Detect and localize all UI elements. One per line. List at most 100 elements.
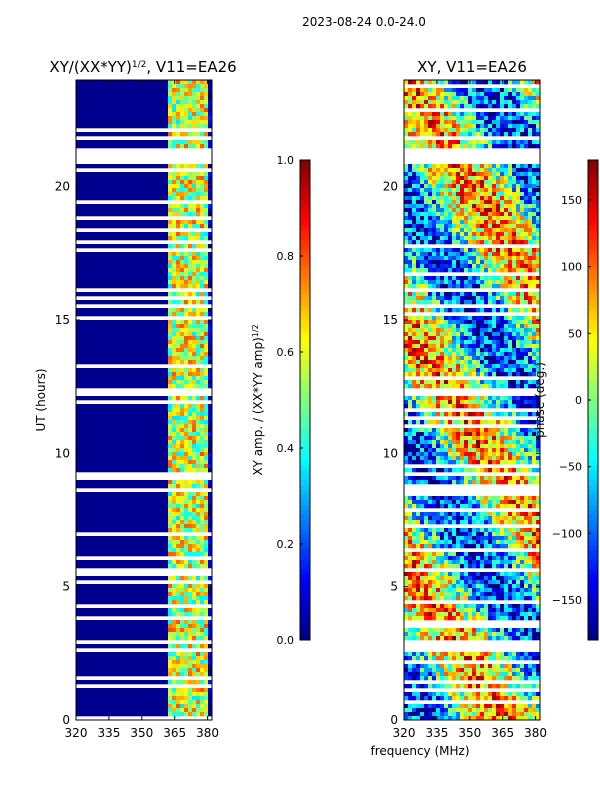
heatmap-cell (92, 536, 97, 541)
heatmap-cell (152, 324, 157, 329)
heatmap-cell (192, 380, 197, 385)
heatmap-cell (100, 284, 105, 289)
heatmap-cell (124, 412, 129, 417)
heatmap-cell (148, 592, 153, 597)
heatmap-cell (160, 672, 165, 677)
heatmap-cell (124, 696, 129, 701)
heatmap-cell (168, 424, 173, 429)
heatmap-cell (528, 80, 533, 85)
heatmap-cell (188, 448, 193, 453)
heatmap-cell (172, 356, 177, 361)
heatmap-cell (196, 188, 201, 193)
heatmap-cell (208, 220, 213, 225)
heatmap-cell (80, 492, 85, 497)
heatmap-cell (152, 252, 157, 257)
heatmap-cell (188, 92, 193, 97)
heatmap-cell (140, 320, 145, 325)
heatmap-cell (100, 112, 105, 117)
heatmap-cell (160, 544, 165, 549)
heatmap-cell (464, 144, 469, 149)
heatmap-cell (156, 208, 161, 213)
heatmap-cell (112, 360, 117, 365)
heatmap-cell (200, 88, 205, 93)
heatmap-cell (164, 184, 169, 189)
heatmap-cell (208, 340, 213, 345)
heatmap-cell (124, 244, 129, 249)
heatmap-cell (100, 592, 105, 597)
heatmap-cell (180, 104, 185, 109)
heatmap-cell (124, 268, 129, 273)
heatmap-cell (132, 224, 137, 229)
heatmap-cell (140, 252, 145, 257)
heatmap-cell (204, 284, 209, 289)
heatmap-cell (192, 172, 197, 177)
heatmap-cell (140, 512, 145, 517)
heatmap-cell (104, 452, 109, 457)
heatmap-cell (104, 352, 109, 357)
heatmap-cell (428, 92, 433, 97)
heatmap-cell (444, 176, 449, 181)
heatmap-cell (436, 88, 441, 93)
heatmap-cell (524, 96, 529, 101)
heatmap-cell (108, 116, 113, 121)
heatmap-cell (168, 356, 173, 361)
heatmap-cell (84, 512, 89, 517)
heatmap-cell (192, 252, 197, 257)
heatmap-cell (116, 320, 121, 325)
heatmap-cell (112, 548, 117, 553)
heatmap-cell (104, 276, 109, 281)
heatmap-cell (88, 492, 93, 497)
heatmap-cell (448, 100, 453, 105)
heatmap-cell (140, 348, 145, 353)
heatmap-cell (88, 196, 93, 201)
heatmap-cell (148, 212, 153, 217)
heatmap-cell (88, 444, 93, 449)
heatmap-cell (84, 436, 89, 441)
heatmap-cell (188, 368, 193, 373)
heatmap-cell (128, 592, 133, 597)
heatmap-cell (104, 252, 109, 257)
heatmap-cell (88, 404, 93, 409)
heatmap-cell (468, 116, 473, 121)
heatmap-cell (164, 252, 169, 257)
heatmap-cell (96, 544, 101, 549)
heatmap-cell (96, 608, 101, 613)
heatmap-cell (416, 172, 421, 177)
heatmap-cell (192, 456, 197, 461)
heatmap-cell (76, 420, 81, 425)
heatmap-cell (84, 328, 89, 333)
heatmap-cell (208, 300, 213, 305)
heatmap-cell (192, 112, 197, 117)
heatmap-cell (144, 224, 149, 229)
heatmap-cell (136, 176, 141, 181)
heatmap-cell (140, 576, 145, 581)
heatmap-cell (504, 164, 509, 169)
heatmap-cell (76, 184, 81, 189)
heatmap-cell (472, 164, 477, 169)
heatmap-cell (408, 100, 413, 105)
heatmap-cell (208, 584, 213, 589)
heatmap-cell (420, 88, 425, 93)
heatmap-cell (76, 548, 81, 553)
heatmap-cell (92, 104, 97, 109)
heatmap-cell (188, 456, 193, 461)
heatmap-cell (88, 480, 93, 485)
heatmap-cell (164, 284, 169, 289)
heatmap-cell (420, 80, 425, 85)
heatmap-cell (184, 244, 189, 249)
heatmap-cell (96, 560, 101, 565)
heatmap-cell (508, 168, 513, 173)
heatmap-cell (80, 688, 85, 693)
heatmap-cell (160, 424, 165, 429)
heatmap-cell (132, 204, 137, 209)
heatmap-cell (140, 456, 145, 461)
colorbar-swatch (300, 595, 310, 601)
heatmap-cell (152, 432, 157, 437)
heatmap-cell (84, 92, 89, 97)
heatmap-cell (100, 408, 105, 413)
heatmap-cell (80, 656, 85, 661)
heatmap-cell (132, 596, 137, 601)
heatmap-cell (156, 520, 161, 525)
heatmap-cell (84, 544, 89, 549)
heatmap-cell (96, 324, 101, 329)
